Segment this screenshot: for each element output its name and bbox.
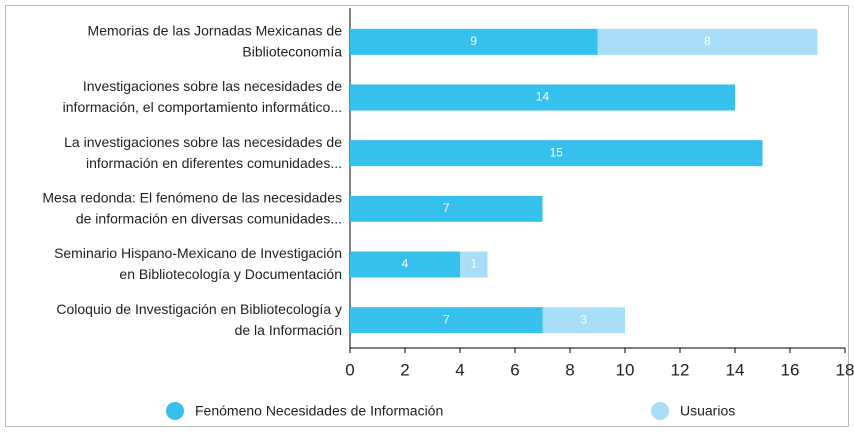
bar-segment — [350, 140, 763, 167]
category-label: Coloquio de Investigación en Bibliotecol… — [56, 301, 342, 317]
value-label: 14 — [536, 90, 550, 104]
value-label: 3 — [580, 312, 587, 326]
category-label: La investigaciones sobre las necesidades… — [64, 134, 342, 150]
x-tick-label: 8 — [565, 360, 574, 379]
bar-segment — [350, 84, 735, 111]
value-label: 7 — [443, 201, 450, 215]
frame — [5, 5, 849, 427]
bar-segment — [350, 251, 460, 278]
category-label: información en diferentes comunidades... — [86, 155, 342, 171]
x-tick-label: 10 — [616, 360, 635, 379]
value-label: 15 — [550, 145, 564, 159]
x-tick-label: 18 — [836, 360, 854, 379]
category-label: de información en diversas comunidades..… — [76, 211, 342, 227]
x-tick-label: 12 — [671, 360, 690, 379]
bar-segment — [542, 307, 625, 334]
category-label: Biblioteconomía — [242, 44, 342, 60]
x-tick-label: 16 — [781, 360, 800, 379]
category-label: Investigaciones sobre las necesidades de — [83, 78, 342, 94]
bar-segment — [350, 307, 543, 334]
category-label: en Bibliotecología y Documentación — [119, 266, 342, 282]
bar-segment — [350, 195, 543, 222]
category-label: Memorias de las Jornadas Mexicanas de — [88, 23, 343, 39]
category-label: información, el comportamiento informáti… — [63, 99, 342, 115]
x-tick-label: 14 — [726, 360, 745, 379]
legend-swatch — [166, 402, 184, 420]
value-label: 4 — [402, 257, 409, 271]
value-label: 7 — [443, 312, 450, 326]
legend-label: Usuarios — [680, 403, 735, 419]
x-tick-label: 0 — [345, 360, 354, 379]
bar-segment — [350, 28, 598, 55]
bar-segment — [460, 251, 488, 278]
x-tick-label: 4 — [455, 360, 464, 379]
legend-label: Fenómeno Necesidades de Información — [195, 403, 443, 419]
value-label: 9 — [470, 34, 477, 48]
bar-segment — [597, 28, 818, 55]
value-label: 8 — [704, 34, 711, 48]
legend-swatch — [651, 402, 669, 420]
category-label: de la Información — [235, 322, 342, 338]
value-label: 1 — [470, 257, 477, 271]
category-label: Mesa redonda: El fenómeno de las necesid… — [42, 190, 342, 206]
x-tick-label: 2 — [400, 360, 409, 379]
x-tick-label: 6 — [510, 360, 519, 379]
category-label: Seminario Hispano-Mexicano de Investigac… — [54, 245, 342, 261]
